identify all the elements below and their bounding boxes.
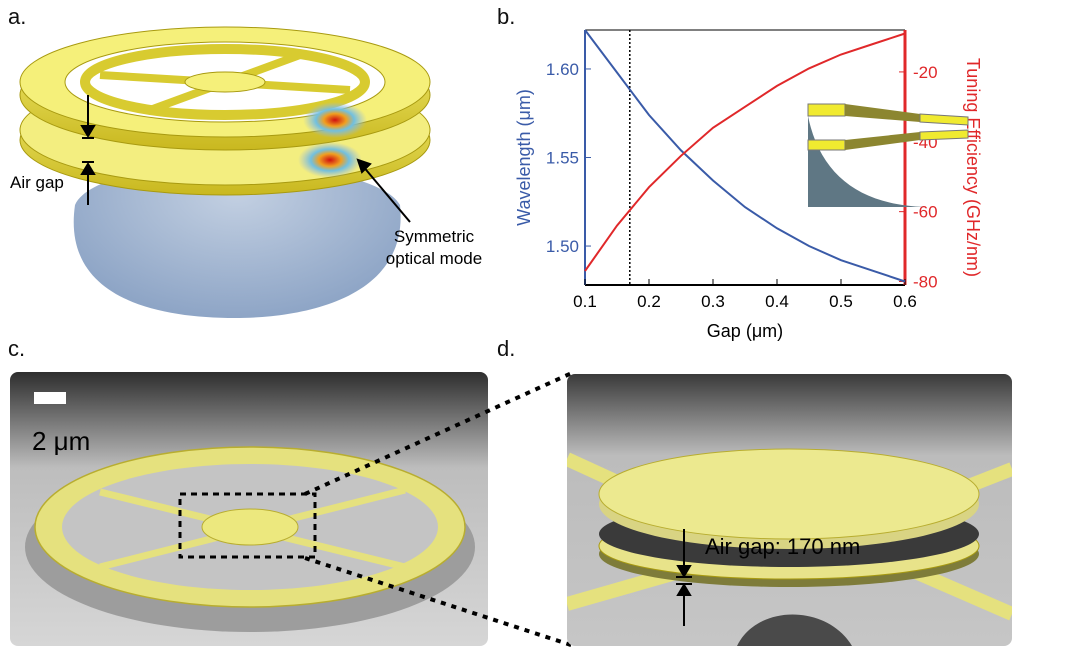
scale-bar bbox=[34, 392, 66, 404]
sem-image-c: 2 μm bbox=[10, 372, 488, 646]
x-tick-label: 0.3 bbox=[701, 292, 725, 311]
series-tuning-efficiency bbox=[585, 34, 905, 272]
y-right-label: Tuning Efficiency (GHz/nm) bbox=[963, 58, 983, 277]
mode-label-line1: Symmetric bbox=[394, 227, 475, 246]
schematic-a: Air gap Symmetric optical mode bbox=[0, 0, 500, 330]
panel-label-c: c. bbox=[8, 336, 25, 362]
air-gap-value-label: Air gap: 170 nm bbox=[705, 534, 860, 559]
sem-disk-top bbox=[599, 449, 979, 539]
y-left-tick-label: 1.50 bbox=[546, 237, 579, 256]
chart-inset bbox=[808, 104, 968, 207]
y-right-tick-label: -60 bbox=[913, 203, 938, 222]
x-tick-label: 0.6 bbox=[893, 292, 917, 311]
sem-image-d: Air gap: 170 nm bbox=[567, 374, 1012, 646]
x-tick-label: 0.4 bbox=[765, 292, 789, 311]
x-tick-label: 0.5 bbox=[829, 292, 853, 311]
y-right-tick-label: -20 bbox=[913, 63, 938, 82]
air-gap-label: Air gap bbox=[10, 173, 64, 192]
x-tick-label: 0.2 bbox=[637, 292, 661, 311]
optical-mode-bottom bbox=[298, 142, 362, 178]
y-right-tick-label: -80 bbox=[913, 273, 938, 292]
series-wavelength bbox=[585, 30, 905, 282]
optical-mode-top bbox=[303, 102, 367, 138]
y-left-label: Wavelength (μm) bbox=[514, 89, 534, 226]
sem-center-disk bbox=[202, 509, 298, 545]
y-left-tick-label: 1.55 bbox=[546, 149, 579, 168]
scale-bar-label: 2 μm bbox=[32, 426, 90, 456]
y-left-tick-label: 1.60 bbox=[546, 60, 579, 79]
chart-b: 0.1 0.2 0.3 0.4 0.5 0.61.501.551.60-80-60-40-… bbox=[500, 0, 1083, 350]
x-tick-label: 0.1 bbox=[573, 292, 597, 311]
x-axis-label: Gap (μm) bbox=[707, 321, 783, 341]
mode-label-line2: optical mode bbox=[386, 249, 482, 268]
